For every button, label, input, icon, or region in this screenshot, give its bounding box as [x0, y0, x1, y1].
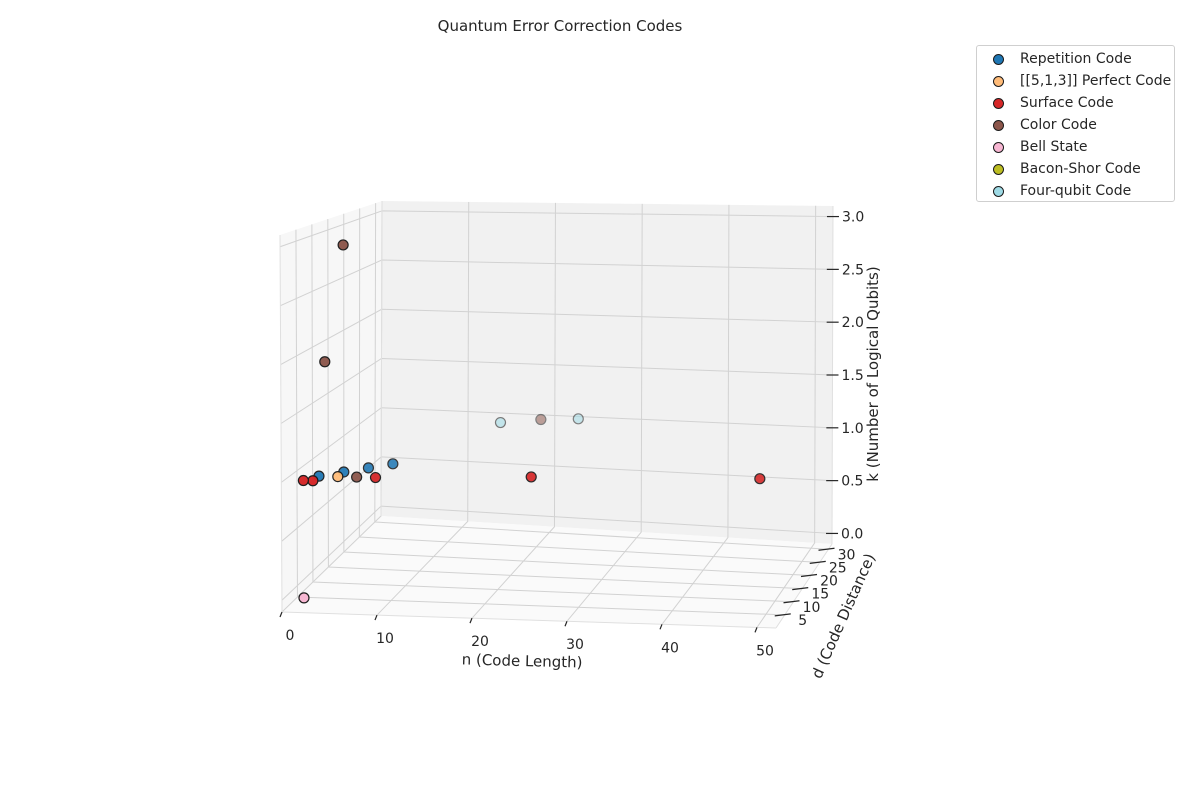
data-point-color-code [351, 471, 363, 483]
grid-line-x [566, 203, 643, 622]
grid-line-y [343, 213, 812, 576]
z-tick-label: 3.0 [842, 210, 864, 226]
data-point-color-code [535, 413, 547, 426]
legend-label: Surface Code [1020, 95, 1114, 111]
x-tick-label: 50 [756, 643, 774, 659]
y-tick-label: 5 [798, 613, 807, 629]
z-tick-label: 2.0 [842, 315, 864, 331]
y-tick-mark [818, 547, 835, 551]
data-point-surface-code [307, 475, 319, 487]
legend-label: Bacon-Shor Code [1020, 161, 1141, 177]
grid-line-y [374, 203, 829, 550]
legend-marker [993, 97, 1004, 109]
y-tick-label: 10 [803, 600, 821, 616]
legend-item-bell-state: Bell State [977, 136, 1174, 158]
x-tick-mark [659, 624, 663, 630]
legend-label: [[5,1,3]] Perfect Code [1020, 73, 1172, 89]
x-tick-mark [754, 627, 758, 633]
y-tick-label: 25 [829, 560, 847, 576]
x-tick-label: 0 [286, 628, 295, 644]
left-pane [280, 201, 382, 612]
axis-line [281, 611, 777, 629]
z-tick-label: 0.0 [841, 526, 863, 542]
z-axis-ticks: 0.0 0.5 1.0 1.5 2.0 2.5 3.0 [826, 210, 864, 542]
legend-marker [993, 185, 1004, 197]
chart-title: Quantum Error Correction Codes [438, 17, 683, 35]
axis-panes [280, 201, 833, 628]
grid-line-y [295, 229, 785, 616]
x-tick-mark [374, 614, 378, 621]
data-point-surface-code [369, 471, 382, 484]
data-point-color-code [337, 239, 349, 251]
legend-marker [993, 75, 1004, 87]
legend-item-four-qubit-code: Four-qubit Code [977, 180, 1174, 202]
chart-legend: Repetition Code [[5,1,3]] Perfect Code S… [976, 45, 1175, 202]
x-tick-mark [469, 617, 473, 624]
x-axis-ticks: 0 10 20 30 40 50 [279, 611, 774, 659]
data-point-color-code [319, 356, 331, 368]
floor-pane [282, 516, 832, 628]
legend-item-repetition-code: Repetition Code [977, 48, 1174, 70]
y-tick-label: 30 [838, 547, 856, 563]
z-tick-label: 0.5 [841, 474, 863, 490]
data-point-four-qubit-code [494, 416, 507, 429]
legend-item-color-code: Color Code [977, 114, 1174, 136]
data-point-repetition-code [362, 462, 375, 474]
data-point-5-1-3-perfect-code [332, 470, 344, 483]
data-point-surface-code [754, 473, 766, 485]
legend-label: Four-qubit Code [1020, 183, 1132, 199]
x-tick-label: 30 [566, 637, 584, 653]
x-tick-mark [279, 611, 283, 618]
x-axis-label: n (Code Length) [461, 650, 582, 671]
x-tick-label: 20 [471, 634, 489, 650]
legend-marker [993, 163, 1004, 175]
data-point-bell-state [298, 592, 310, 604]
y-tick-label: 15 [811, 587, 829, 603]
z-tick-label: 1.0 [841, 421, 863, 437]
x-tick-label: 10 [376, 631, 394, 647]
legend-item-perfect-code: [[5,1,3]] Perfect Code [977, 70, 1174, 92]
data-point-surface-code [297, 474, 309, 487]
grid-line-y [358, 208, 820, 563]
legend-item-surface-code: Surface Code [977, 92, 1174, 114]
legend-label: Repetition Code [1020, 51, 1132, 67]
y-tick-mark [783, 600, 800, 604]
grid-lines [279, 200, 833, 628]
axis-line [380, 200, 383, 517]
grid-line-x [756, 205, 817, 628]
legend-marker [993, 119, 1004, 131]
grid-line-y [327, 219, 803, 590]
y-tick-label: 20 [820, 574, 838, 590]
y-tick-mark [774, 613, 791, 617]
data-points [297, 239, 766, 604]
z-axis-label: k (Number of Logical Qubits) [864, 266, 882, 481]
z-tick-label: 1.5 [842, 368, 864, 384]
y-tick-mark [800, 573, 818, 578]
grid-line-x [471, 202, 556, 619]
legend-item-bacon-shor-code: Bacon-Shor Code [977, 158, 1174, 180]
y-tick-mark [792, 587, 809, 591]
back-pane [381, 201, 833, 544]
legend-label: Bell State [1020, 139, 1088, 155]
legend-label: Color Code [1020, 117, 1097, 133]
grid-line-x [661, 204, 730, 625]
grid-line-x [376, 201, 470, 616]
x-tick-mark [564, 621, 568, 627]
z-tick-label: 2.5 [842, 262, 864, 278]
data-point-surface-code [525, 471, 537, 483]
y-tick-mark [809, 560, 826, 564]
axis-line [279, 234, 283, 613]
data-point-repetition-code [387, 458, 399, 470]
legend-marker [993, 53, 1004, 65]
grid-line-y [311, 224, 794, 603]
legend-marker [993, 141, 1004, 153]
data-point-four-qubit-code [572, 413, 584, 425]
x-tick-label: 40 [661, 640, 679, 656]
